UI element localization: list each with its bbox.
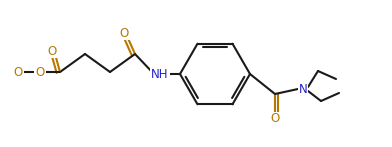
Text: O: O (47, 45, 56, 57)
Text: NH: NH (151, 67, 169, 81)
Text: O: O (13, 66, 23, 78)
Text: N: N (299, 82, 307, 96)
Text: O: O (120, 26, 129, 40)
Text: O: O (35, 66, 45, 78)
Text: O: O (270, 112, 279, 126)
